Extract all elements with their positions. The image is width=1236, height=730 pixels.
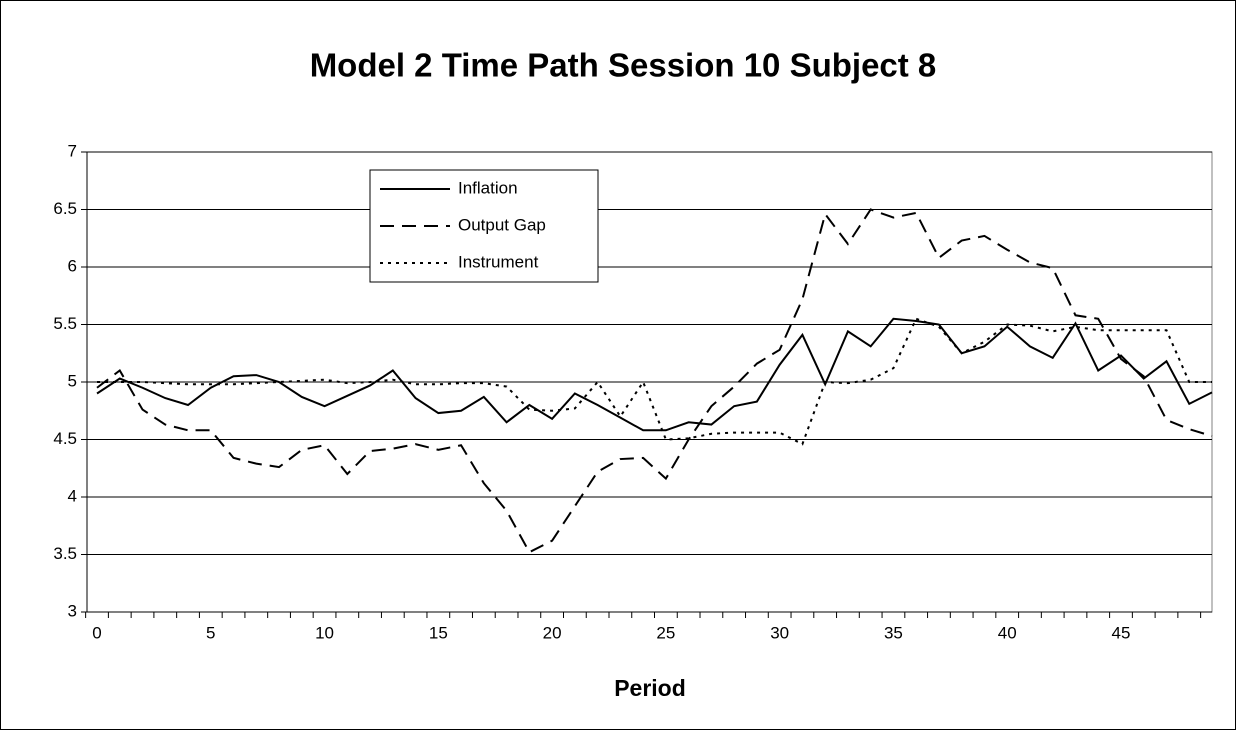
x-axis-label: Period [614,675,686,701]
x-tick-label: 40 [998,623,1017,642]
x-tick-label: 35 [884,623,903,642]
series-line [96,208,1213,554]
legend-label: Instrument [458,252,539,271]
legend-label: Inflation [458,178,518,197]
y-tick-label: 6 [68,256,77,275]
x-tick-label: 10 [315,623,334,642]
x-tick-label: 20 [543,623,562,642]
x-tick-label: 25 [656,623,675,642]
x-tick-label: 45 [1112,623,1131,642]
y-tick-label: 6.5 [53,199,77,218]
y-tick-label: 7 [68,141,77,160]
x-tick-label: 0 [92,623,101,642]
x-tick-label: 30 [770,623,789,642]
y-tick-label: 4 [68,486,77,505]
y-tick-label: 5.5 [53,314,77,333]
series-line [97,317,1212,446]
x-tick-label: 15 [429,623,448,642]
y-tick-label: 3 [68,601,77,620]
legend-label: Output Gap [458,215,546,234]
series-line [96,317,1213,432]
chart-title: Model 2 Time Path Session 10 Subject 8 [310,47,937,84]
y-tick-label: 5 [68,371,77,390]
legend: Inflation Output Gap Instrument [369,169,599,283]
x-tick-label: 5 [206,623,215,642]
y-tick-label: 4.5 [53,429,77,448]
y-tick-label: 3.5 [53,544,77,563]
